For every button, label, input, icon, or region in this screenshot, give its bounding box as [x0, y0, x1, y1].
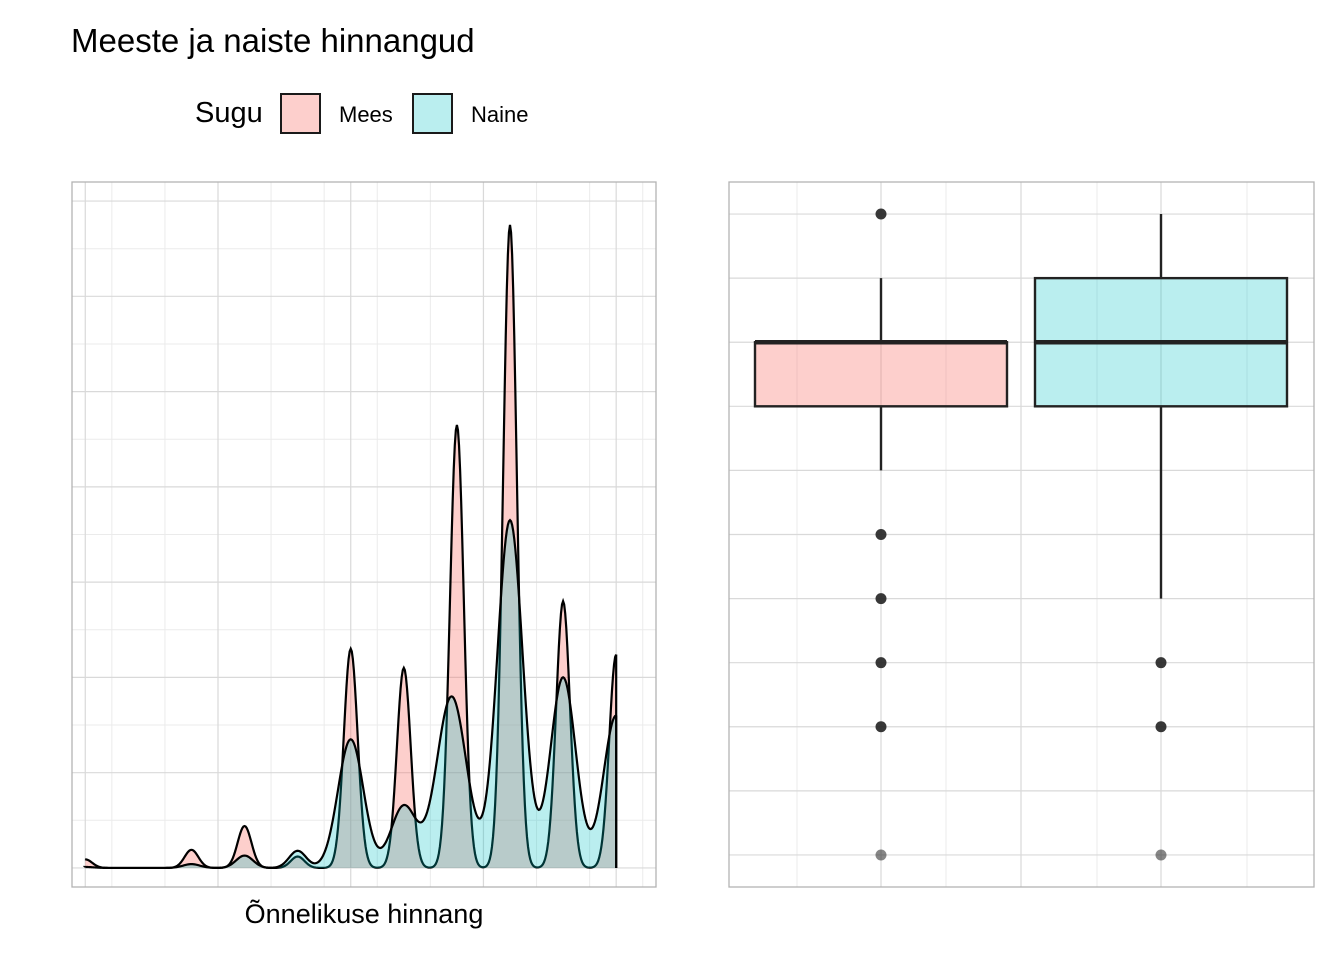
- outlier-point-mees: [875, 593, 887, 605]
- legend-label-naine: Naine: [471, 102, 529, 127]
- density-panel: [71, 181, 657, 888]
- density-x-axis-label: Õnnelikuse hinnang: [244, 899, 484, 929]
- chart-title: Meeste ja naiste hinnangud: [71, 22, 475, 59]
- outlier-point-naine: [1155, 721, 1167, 733]
- outlier-point-mees: [875, 657, 887, 669]
- legend-key-naine: [412, 93, 453, 134]
- density-fill-naine: [85, 520, 617, 868]
- box-panel-border: [728, 181, 1315, 888]
- box-panel: [728, 181, 1315, 888]
- legend-label-mees: Mees: [339, 102, 393, 127]
- outlier-point-naine: [1155, 657, 1167, 669]
- box-mees: [753, 341, 1009, 408]
- legend-key-mees: [280, 93, 321, 134]
- outlier-point-mees: [875, 849, 887, 861]
- outlier-point-mees: [875, 529, 887, 540]
- outlier-point-mees: [875, 208, 887, 220]
- density-line-naine: [82, 518, 617, 870]
- density-panel-border: [71, 181, 657, 888]
- outlier-point-mees: [875, 721, 887, 733]
- legend-title: Sugu: [195, 97, 263, 129]
- outlier-point-naine: [1155, 849, 1167, 861]
